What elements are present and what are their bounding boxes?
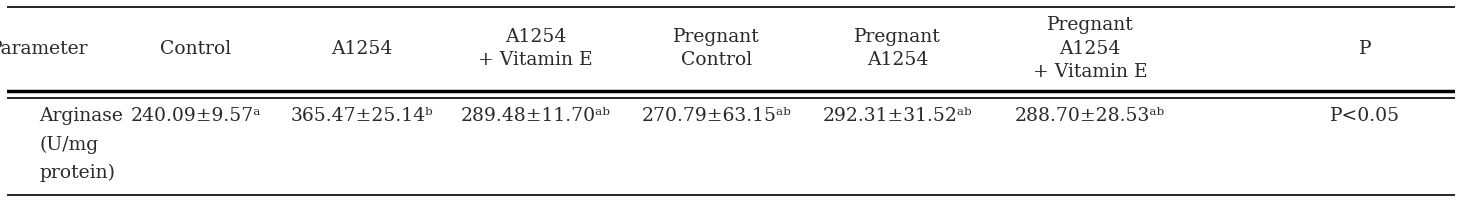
Text: P: P [1359,40,1372,58]
Text: Pregnant
Control: Pregnant Control [674,28,760,69]
Text: A1254: A1254 [331,40,392,58]
Text: Arginase: Arginase [39,107,122,125]
Text: 365.47±25.14ᵇ: 365.47±25.14ᵇ [290,107,433,125]
Text: 240.09±9.57ᵃ: 240.09±9.57ᵃ [130,107,261,125]
Text: 270.79±63.15ᵃᵇ: 270.79±63.15ᵃᵇ [642,107,792,125]
Text: (U/mg: (U/mg [39,135,98,154]
Text: A1254
+ Vitamin E: A1254 + Vitamin E [478,28,593,69]
Text: 288.70±28.53ᵃᵇ: 288.70±28.53ᵃᵇ [1015,107,1165,125]
Text: protein): protein) [39,164,115,182]
Text: Pregnant
A1254: Pregnant A1254 [854,28,940,69]
Text: Parameter: Parameter [0,40,89,58]
Text: P<0.05: P<0.05 [1330,107,1400,125]
Text: Control: Control [160,40,230,58]
Text: Pregnant
A1254
+ Vitamin E: Pregnant A1254 + Vitamin E [1032,16,1147,81]
Text: 292.31±31.52ᵃᵇ: 292.31±31.52ᵃᵇ [822,107,972,125]
Text: 289.48±11.70ᵃᵇ: 289.48±11.70ᵃᵇ [461,107,611,125]
